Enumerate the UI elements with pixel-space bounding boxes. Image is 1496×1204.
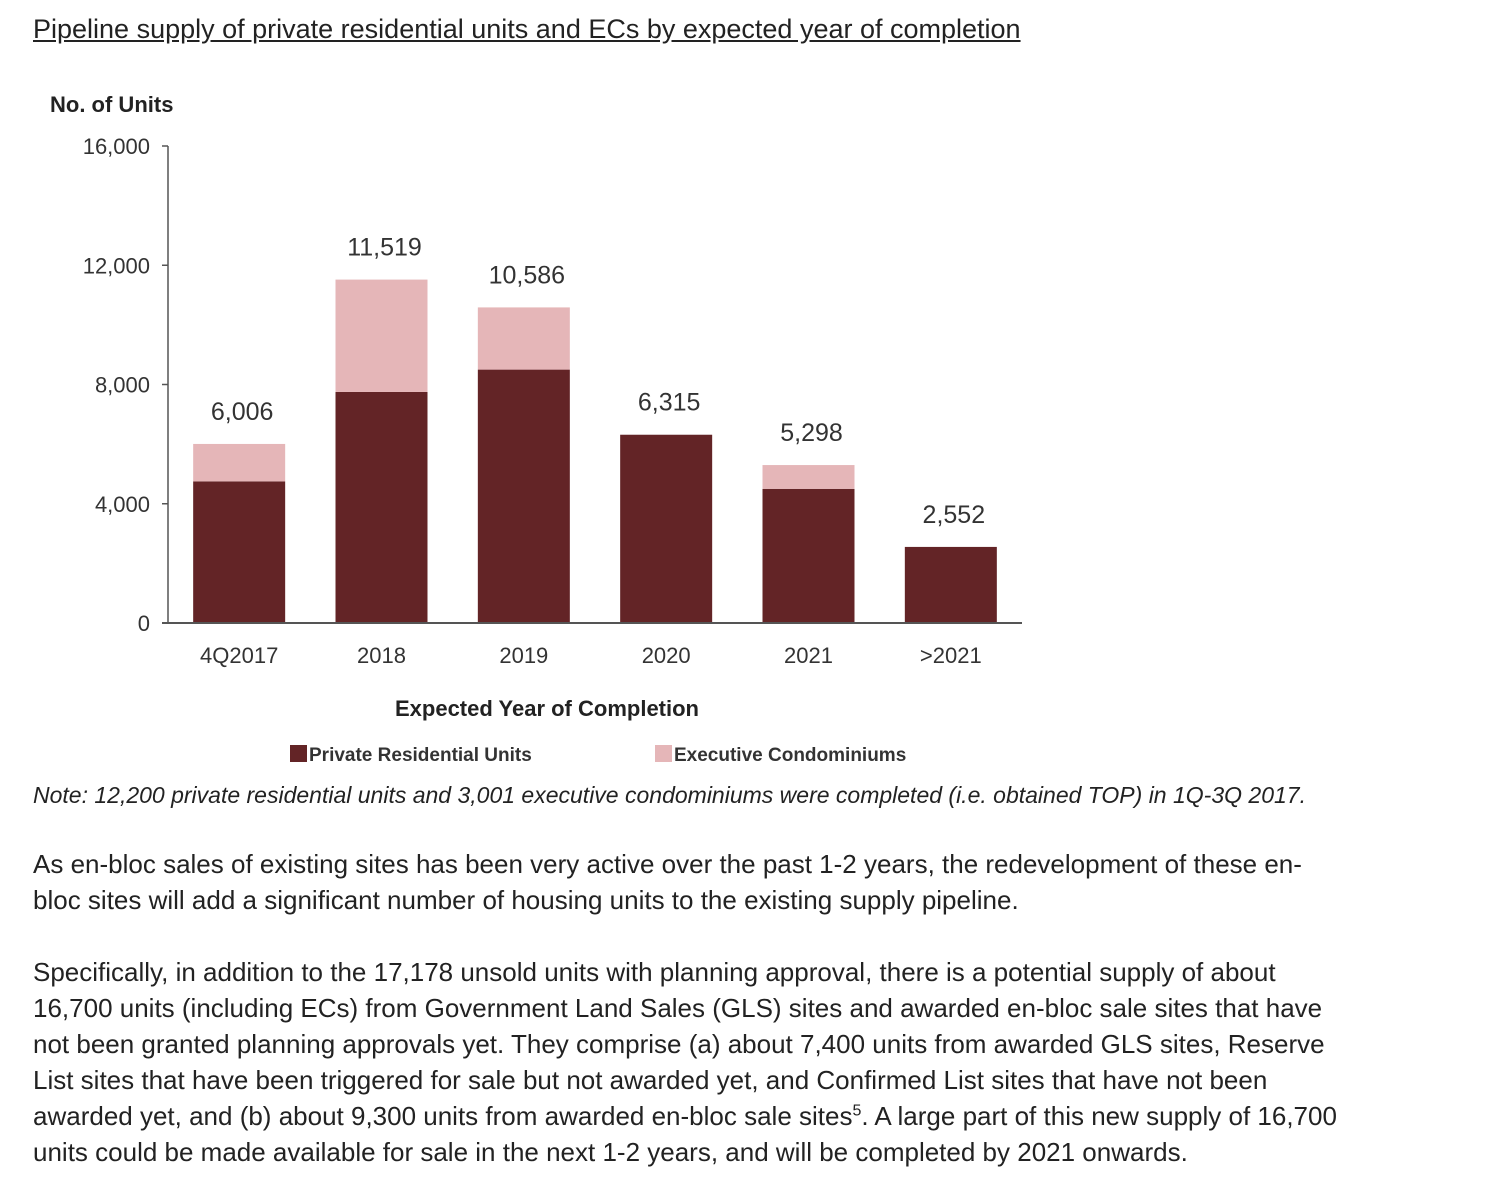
x-tick-label: 4Q2017 (200, 643, 278, 668)
bar-total-label: 11,519 (347, 234, 422, 262)
x-axis: 4Q2017 2018 2019 2020 2021 >2021 (162, 622, 1022, 668)
bar-total-label: 10,586 (489, 261, 565, 289)
bar-segment-private (620, 434, 713, 623)
bar-segment-private (193, 481, 286, 623)
y-tick-label: 16,000 (83, 134, 150, 159)
chart-note: Note: 12,200 private residential units a… (33, 782, 1306, 808)
y-axis-title: No. of Units (50, 92, 173, 117)
bars: 6,006 11,519 10,586 6,315 5,298 2,552 (193, 234, 997, 623)
y-tick-label: 8,000 (95, 373, 150, 398)
x-tick-label: 2021 (784, 643, 833, 668)
y-axis: 0 4,000 8,000 12,000 16,000 (83, 134, 169, 636)
legend-label: Executive Condominiums (674, 745, 906, 766)
x-axis-title: Expected Year of Completion (395, 696, 699, 721)
x-tick-label: 2020 (642, 643, 691, 668)
legend-swatch (290, 745, 307, 762)
paragraph-enbloc: As en-bloc sales of existing sites has b… (33, 849, 1302, 915)
y-tick-label: 0 (138, 611, 150, 636)
chart-heading: Pipeline supply of private residential u… (33, 14, 1021, 44)
bar-total-label: 2,552 (923, 501, 986, 529)
bar-segment-ec (762, 465, 855, 489)
bar-segment-ec (193, 443, 286, 482)
bar-total-label: 5,298 (780, 419, 843, 447)
x-tick-label: >2021 (920, 643, 982, 668)
paragraph-supply: Specifically, in addition to the 17,178 … (33, 954, 1343, 1170)
x-tick-label: 2018 (357, 643, 406, 668)
x-tick-label: 2019 (499, 643, 548, 668)
bar-total-label: 6,315 (638, 389, 701, 417)
bar-segment-ec (335, 279, 428, 392)
bar-segment-private (904, 546, 997, 623)
y-tick-label: 12,000 (83, 253, 150, 278)
legend-swatch (655, 745, 672, 762)
y-tick-label: 4,000 (95, 492, 150, 517)
stacked-bar-chart: No. of Units 0 4,000 8,000 12,000 16,000 6,0… (50, 92, 1022, 766)
bar-total-label: 6,006 (211, 398, 274, 426)
legend: Private Residential Units Executive Condo… (290, 745, 906, 766)
footnote-ref[interactable]: 5 (852, 1102, 862, 1120)
bar-segment-private (762, 488, 855, 623)
paragraph-supply-text-end: . A large part of this new supply of 16,… (33, 1101, 1337, 1167)
bar-segment-ec (477, 307, 570, 370)
bar-segment-private (335, 391, 428, 623)
bar-segment-private (477, 369, 570, 623)
paragraph-supply-text: Specifically, in addition to the 17,178 … (33, 957, 1325, 1131)
legend-label: Private Residential Units (309, 745, 532, 766)
